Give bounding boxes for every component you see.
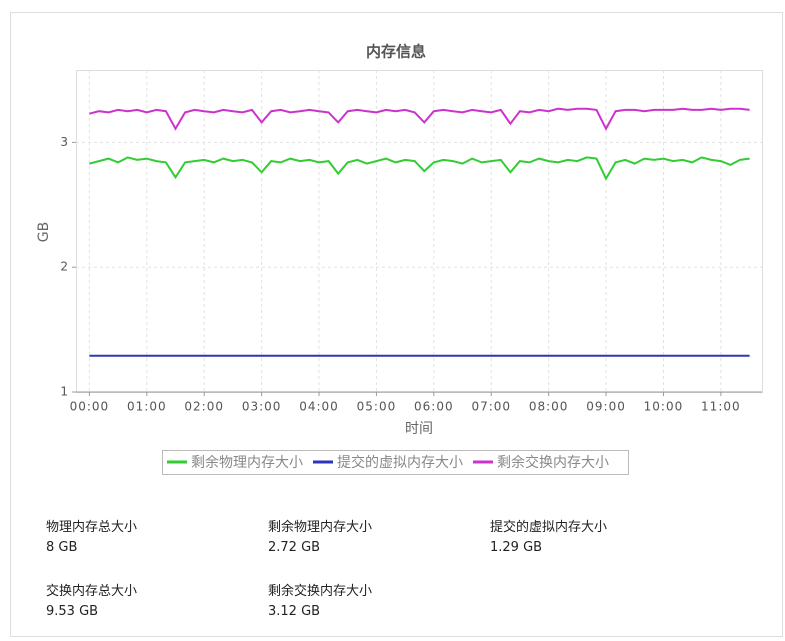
- x-tick-label: 04:00: [299, 400, 339, 414]
- stat-label: 物理内存总大小: [46, 520, 138, 535]
- stat-value: 8 GB: [46, 540, 78, 555]
- series-line: [89, 156, 750, 181]
- y-tick-label: 2: [60, 260, 68, 274]
- x-tick-label: 02:00: [184, 400, 224, 414]
- x-tick-label: 09:00: [586, 400, 626, 414]
- stat-value: 9.53 GB: [46, 604, 99, 619]
- x-axis-label: 时间: [405, 421, 433, 437]
- legend-label: 剩余交换内存大小: [497, 454, 609, 471]
- chart-title: 内存信息: [366, 43, 426, 61]
- stat-value: 2.72 GB: [268, 540, 321, 555]
- stat-value: 1.29 GB: [490, 540, 543, 555]
- y-tick-label: 3: [60, 135, 68, 149]
- stat-label: 剩余交换内存大小: [268, 584, 373, 599]
- x-tick-label: 07:00: [471, 400, 511, 414]
- stat-value: 3.12 GB: [268, 604, 321, 619]
- x-tick-label: 10:00: [644, 400, 684, 414]
- x-tick-label: 11:00: [701, 400, 741, 414]
- x-tick-label: 03:00: [242, 400, 282, 414]
- x-tick-label: 00:00: [70, 400, 110, 414]
- legend-label: 提交的虚拟内存大小: [337, 454, 463, 471]
- legend-box: [162, 450, 629, 475]
- legend-label: 剩余物理内存大小: [191, 454, 303, 471]
- stat-label: 提交的虚拟内存大小: [490, 520, 608, 535]
- x-tick-label: 06:00: [414, 400, 454, 414]
- y-axis-label: GB: [36, 222, 52, 242]
- stat-label: 剩余物理内存大小: [268, 520, 373, 535]
- series-line: [89, 107, 750, 131]
- panel-border: [10, 12, 783, 637]
- x-tick-label: 05:00: [357, 400, 397, 414]
- y-tick-label: 1: [60, 385, 68, 399]
- stat-label: 交换内存总大小: [46, 584, 138, 599]
- x-tick-label: 01:00: [127, 400, 167, 414]
- x-tick-label: 08:00: [529, 400, 569, 414]
